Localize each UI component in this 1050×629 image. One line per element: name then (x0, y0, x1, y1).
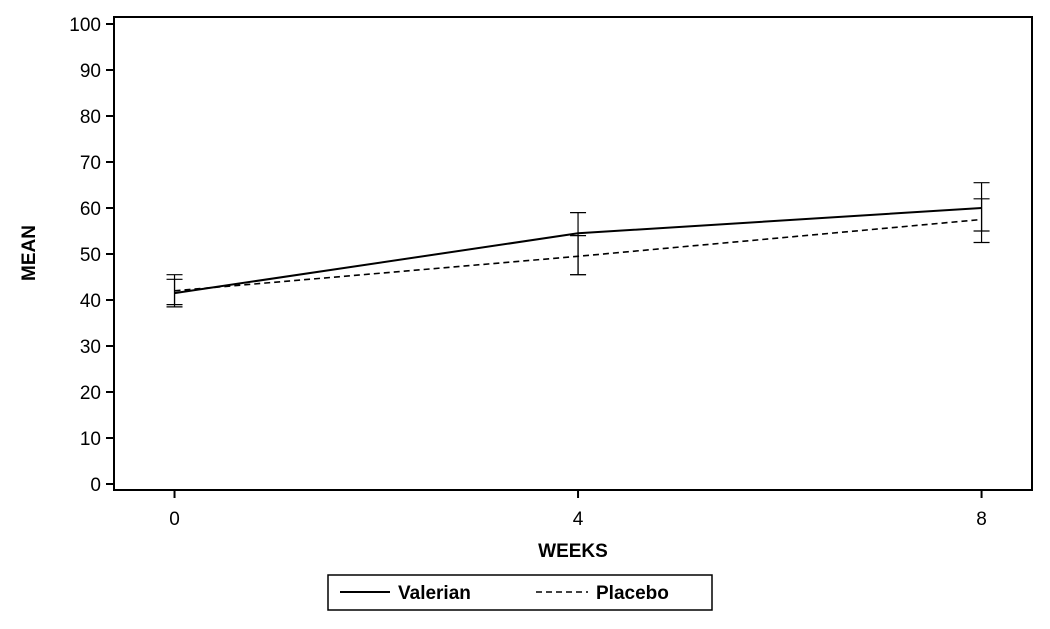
y-tick-label: 30 (80, 337, 101, 358)
error-bar-placebo (570, 235, 587, 276)
legend-label-placebo: Placebo (596, 583, 669, 604)
error-bar-placebo (166, 274, 183, 306)
y-tick-label: 90 (80, 61, 101, 82)
legend-box (327, 574, 713, 611)
y-tick-label: 60 (80, 199, 101, 220)
y-tick-label: 0 (90, 475, 101, 496)
x-axis-title: WEEKS (538, 541, 608, 562)
x-tick-label: 0 (169, 509, 180, 530)
y-tick-label: 10 (80, 429, 101, 450)
error-bar-placebo (973, 198, 990, 244)
series-layer (166, 182, 990, 308)
y-tick-label: 100 (69, 15, 101, 36)
y-axis: 0 10 20 30 40 50 60 70 80 90 100 (69, 15, 114, 496)
x-tick-label: 4 (573, 509, 584, 530)
legend-label-valerian: Valerian (398, 583, 471, 604)
legend: Valerian Placebo (327, 574, 713, 611)
y-tick-label: 80 (80, 107, 101, 128)
x-tick-label: 8 (976, 509, 987, 530)
y-axis-title: MEAN (19, 225, 40, 281)
y-tick-label: 70 (80, 153, 101, 174)
y-tick-label: 40 (80, 291, 101, 312)
y-tick-label: 50 (80, 245, 101, 266)
x-axis: 0 4 8 (169, 490, 987, 530)
plot-frame (113, 16, 1033, 491)
y-tick-label: 20 (80, 383, 101, 404)
